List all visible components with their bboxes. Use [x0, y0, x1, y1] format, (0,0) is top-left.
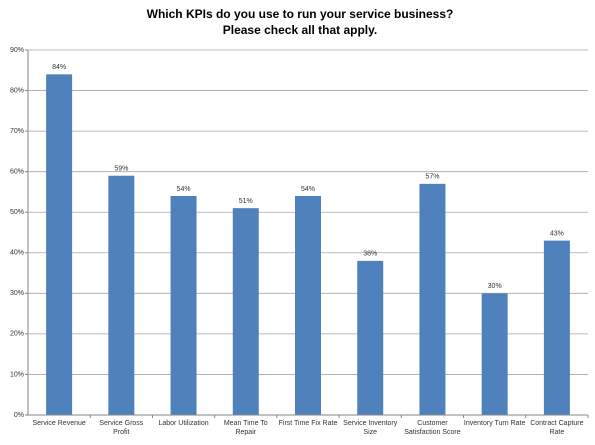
bar	[543, 240, 570, 415]
x-tick-label-box: Service Inventory Size	[343, 420, 398, 436]
value-label: 57%	[425, 174, 439, 181]
x-tick-label: Contract Capture Rate	[530, 420, 584, 436]
x-tick-label: Customer Satisfaction Score	[404, 420, 461, 436]
bar	[108, 175, 135, 415]
y-tick-label: 30%	[10, 290, 24, 297]
bar	[357, 260, 384, 415]
bar	[481, 293, 508, 415]
y-tick-label: 70%	[10, 128, 24, 135]
value-label: 43%	[550, 230, 564, 237]
x-tick-label: Mean Time To Repair	[223, 420, 268, 436]
value-label: 54%	[301, 186, 315, 193]
x-tick-label: Service Gross Profit	[99, 420, 144, 436]
value-label: 84%	[52, 64, 66, 71]
y-tick-label: 10%	[10, 371, 24, 378]
x-tick-label: Labor Utilization	[158, 420, 209, 427]
chart-subtitle: Please check all that apply.	[223, 23, 378, 37]
value-label: 30%	[488, 283, 502, 290]
y-tick-label: 40%	[10, 250, 24, 257]
x-tick-label-box: First Time Fix Rate	[278, 420, 338, 427]
chart-title: Which KPIs do you use to run your servic…	[147, 7, 454, 21]
x-tick-label-box: Service Revenue	[32, 420, 86, 427]
x-tick-label-box: Mean Time To Repair	[223, 420, 268, 436]
y-tick-label: 60%	[10, 169, 24, 176]
x-tick-label: Inventory Turn Rate	[463, 420, 526, 427]
value-label: 38%	[363, 251, 377, 258]
x-tick-label-box: Inventory Turn Rate	[463, 420, 526, 427]
y-tick-label: 80%	[10, 87, 24, 94]
y-tick-label: 0%	[14, 412, 24, 419]
y-tick-label: 90%	[10, 47, 24, 54]
bar	[419, 183, 446, 415]
x-tick-label-box: Contract Capture Rate	[530, 420, 584, 436]
y-tick-label: 50%	[10, 209, 24, 216]
bar	[232, 208, 259, 415]
x-tick-label: Service Revenue	[32, 420, 86, 427]
y-tick-label: 20%	[10, 331, 24, 338]
value-label: 54%	[177, 186, 191, 193]
x-tick-label-box: Labor Utilization	[158, 420, 209, 427]
x-tick-label-box: Customer Satisfaction Score	[404, 420, 461, 436]
bar	[46, 74, 73, 415]
x-tick-label: First Time Fix Rate	[278, 420, 338, 427]
bar	[295, 196, 321, 415]
value-label: 51%	[239, 198, 253, 205]
x-tick-label-box: Service Gross Profit	[99, 420, 144, 436]
bar	[170, 196, 197, 415]
value-label: 59%	[114, 166, 128, 173]
x-tick-label: Service Inventory Size	[343, 420, 398, 436]
